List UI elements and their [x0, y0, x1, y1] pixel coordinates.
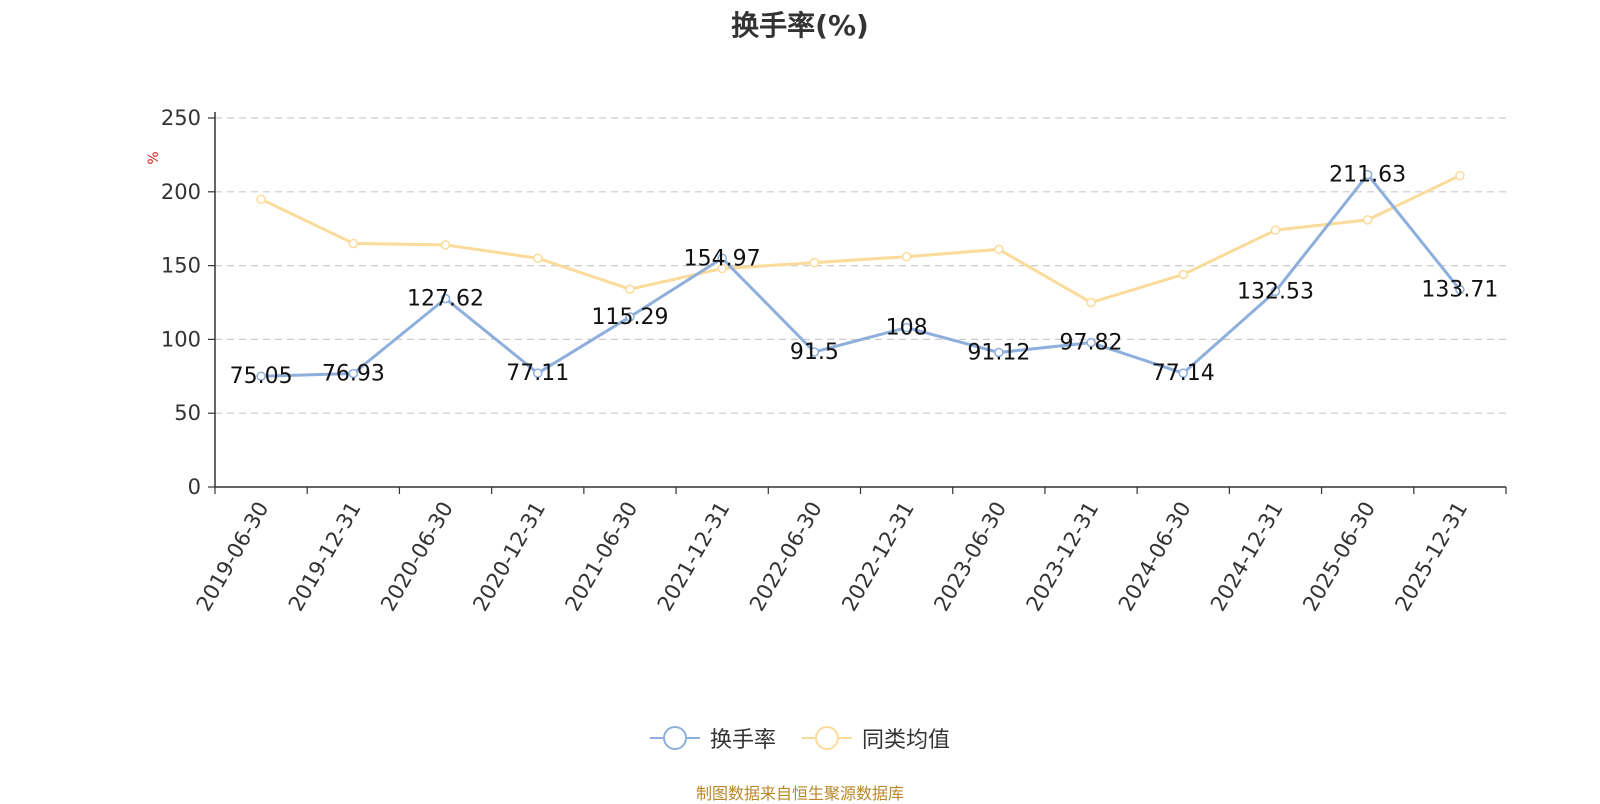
x-tick-label: 2022-12-31 [837, 498, 919, 616]
data-label: 132.53 [1237, 279, 1314, 304]
data-label: 127.62 [407, 287, 484, 312]
series-0-point [1270, 286, 1281, 297]
series-1-point [1455, 170, 1465, 181]
x-tick-label: 2024-12-31 [1206, 498, 1288, 616]
series-0-point [625, 312, 635, 322]
chart-title: 换手率(%) [731, 9, 869, 42]
y-tick-label: 250 [161, 106, 201, 130]
legend-item-turnover[interactable]: 换手率 [649, 722, 776, 754]
x-tick-label: 2025-12-31 [1390, 498, 1472, 616]
legend: 换手率 同类均值 [0, 722, 1600, 754]
x-tick-label: 2023-06-30 [929, 498, 1011, 616]
data-label: 77.14 [1152, 361, 1215, 386]
series-1-point [348, 238, 359, 249]
x-tick-label: 2019-06-30 [192, 498, 274, 616]
data-label: 76.93 [322, 361, 385, 386]
series-0-point [809, 347, 820, 357]
x-tick-label: 2024-06-30 [1114, 498, 1196, 616]
legend-swatch-turnover-icon [649, 726, 700, 750]
data-label: 75.05 [230, 364, 293, 389]
series-1-point [717, 263, 727, 274]
data-label: 133.71 [1421, 278, 1498, 303]
series-1-point [1086, 297, 1096, 308]
x-tick-label: 2021-12-31 [653, 498, 735, 616]
y-tick-label: 50 [174, 401, 201, 425]
series-0-point [348, 368, 359, 379]
x-tick-label: 2022-06-30 [745, 498, 827, 616]
data-label: 77.11 [506, 361, 569, 386]
y-tick-label: 200 [161, 180, 201, 204]
series-0-point [994, 347, 1004, 358]
y-tick-label: 100 [161, 327, 201, 351]
legend-label-turnover: 换手率 [709, 728, 776, 753]
series-1-point [809, 257, 820, 268]
series-0-point [1362, 169, 1373, 180]
series-1-point [440, 240, 451, 250]
series-0-point [1086, 337, 1096, 348]
grid-lines [215, 117, 1506, 414]
x-tick-label: 2020-06-30 [376, 498, 458, 616]
series-0-point [717, 253, 727, 264]
legend-item-peer-average[interactable]: 同类均值 [802, 722, 950, 754]
series-1-point [1362, 215, 1373, 225]
series-line-1 [260, 174, 1461, 304]
data-label: 108 [886, 316, 928, 341]
data-label: 91.5 [790, 340, 839, 365]
data-source-note: 制图数据来自恒生聚源数据库 [695, 784, 904, 803]
series-0-point [1455, 284, 1465, 295]
y-tick-label: 150 [161, 254, 201, 278]
series-0-point [901, 322, 912, 333]
x-tick-label: 2019-12-31 [284, 498, 366, 616]
x-tick-label: 2021-06-30 [560, 498, 642, 616]
data-labels: 75.05 76.93 127.62 77.11 115.29 154.97 91.5 108… [230, 163, 1499, 390]
series-1-point [994, 244, 1004, 255]
legend-swatch-peer-average-icon [802, 726, 852, 750]
y-axis-unit-label: % [146, 151, 162, 164]
series-0-point [533, 368, 543, 378]
y-tick-label: 0 [188, 475, 201, 499]
series-0-point [1178, 368, 1188, 378]
series-0-point [256, 371, 266, 381]
data-label: 115.29 [591, 305, 668, 330]
series-0-point [440, 293, 451, 304]
data-label: 154.97 [684, 246, 761, 271]
data-label: 211.63 [1329, 163, 1406, 188]
x-tick-label: 2020-12-31 [468, 498, 550, 616]
series-1-point [256, 194, 266, 204]
series-1-point [901, 251, 912, 262]
series-1-point [1270, 225, 1281, 235]
series-1-point [625, 284, 635, 294]
legend-label-peer-average: 同类均值 [862, 728, 951, 753]
x-tick-label: 2023-12-31 [1022, 498, 1104, 616]
series-1-point [1178, 269, 1188, 280]
series-1-point [533, 253, 543, 263]
series-line-0 [261, 173, 1462, 378]
series-lines [256, 169, 1465, 381]
data-label: 91.12 [967, 341, 1030, 366]
x-tick-label: 2025-06-30 [1298, 498, 1380, 616]
data-label: 97.82 [1060, 331, 1123, 356]
